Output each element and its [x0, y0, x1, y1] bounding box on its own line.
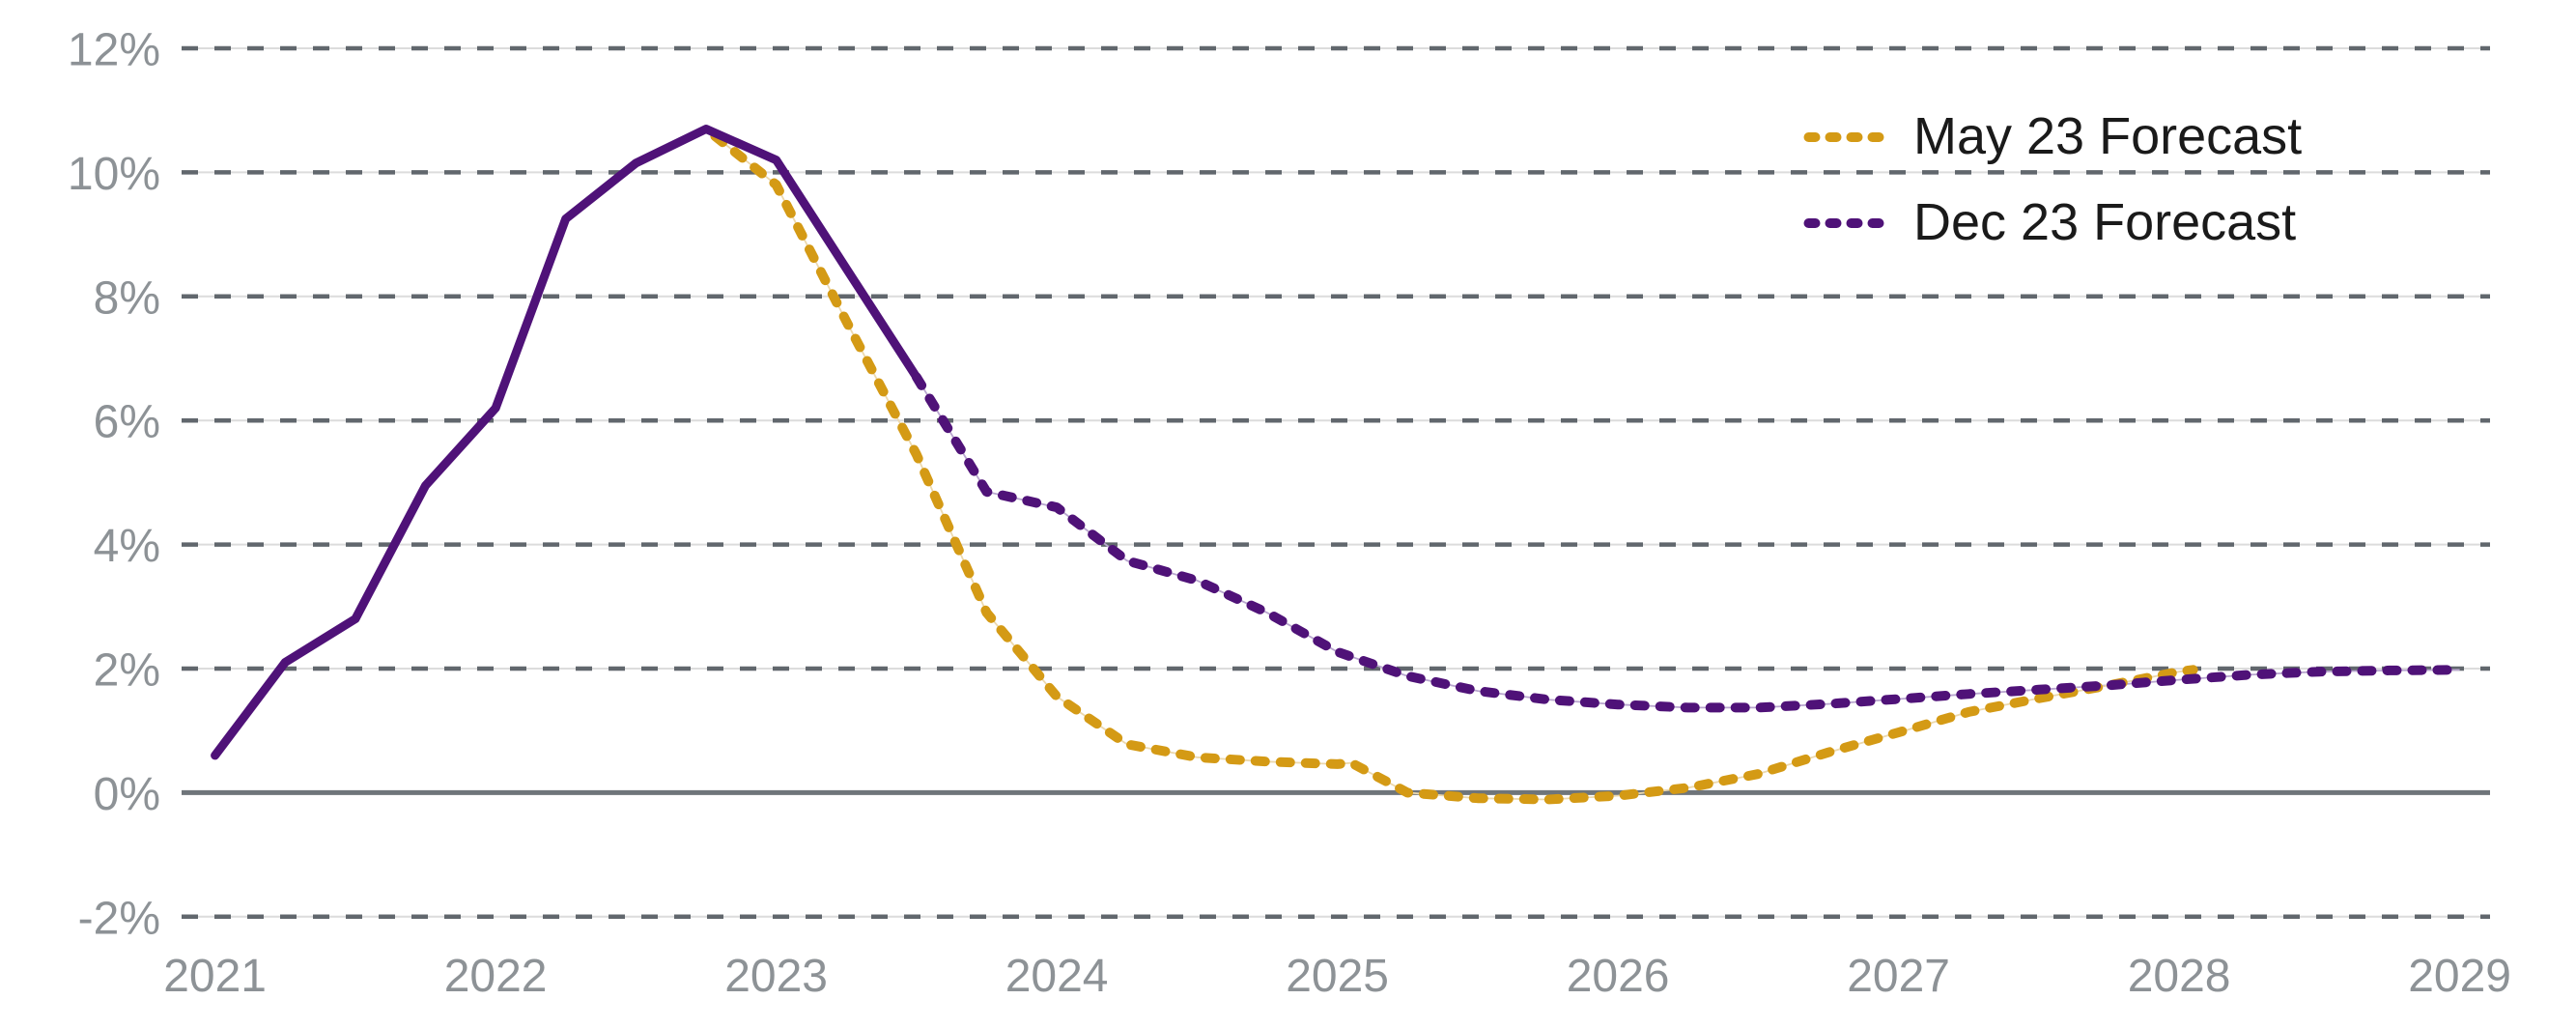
svg-text:2029: 2029: [2408, 951, 2511, 1002]
svg-text:2025: 2025: [1286, 951, 1389, 1002]
svg-text:2023: 2023: [724, 951, 828, 1002]
svg-text:12%: 12%: [68, 25, 160, 76]
svg-text:2028: 2028: [2128, 951, 2231, 1002]
svg-text:2022: 2022: [444, 951, 548, 1002]
svg-text:10%: 10%: [68, 149, 160, 200]
svg-text:2027: 2027: [1847, 951, 1950, 1002]
svg-text:2021: 2021: [163, 951, 267, 1002]
svg-text:8%: 8%: [94, 272, 160, 324]
svg-text:Dec 23 Forecast: Dec 23 Forecast: [1913, 193, 2296, 251]
svg-text:2024: 2024: [1005, 951, 1109, 1002]
svg-text:4%: 4%: [94, 521, 160, 572]
svg-text:-2%: -2%: [78, 893, 160, 944]
svg-text:May 23 Forecast: May 23 Forecast: [1913, 107, 2302, 165]
svg-text:6%: 6%: [94, 397, 160, 448]
svg-text:2026: 2026: [1567, 951, 1670, 1002]
svg-text:0%: 0%: [94, 769, 160, 820]
svg-text:2%: 2%: [94, 645, 160, 697]
